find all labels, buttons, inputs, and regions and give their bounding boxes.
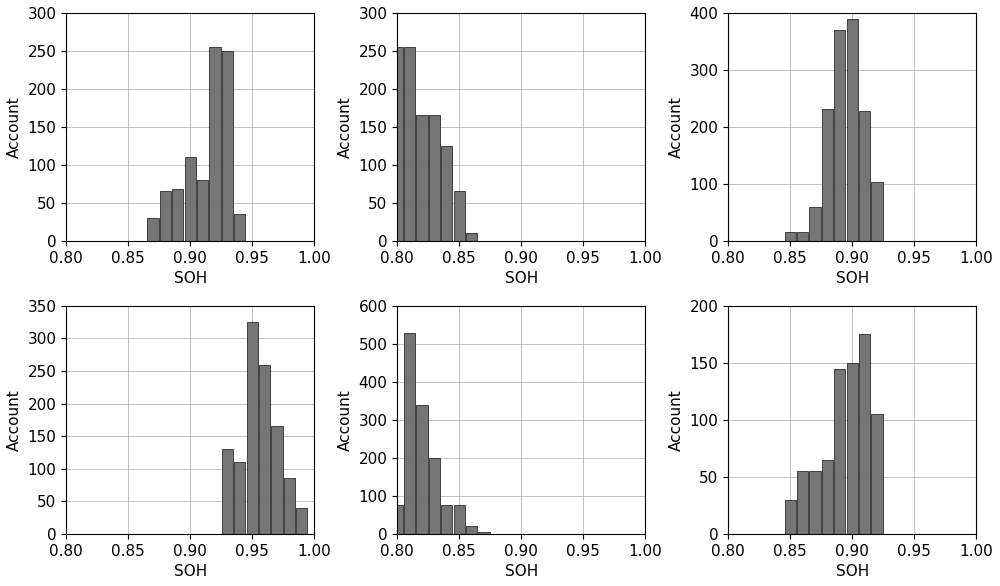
X-axis label: SOH: SOH	[174, 271, 207, 286]
Bar	[466, 233, 477, 241]
Bar	[404, 47, 415, 241]
Bar	[859, 335, 870, 534]
Bar	[834, 30, 845, 241]
Bar	[259, 364, 270, 534]
Bar	[441, 146, 452, 241]
Y-axis label: Account: Account	[338, 389, 353, 451]
X-axis label: SOH: SOH	[836, 564, 869, 579]
X-axis label: SOH: SOH	[505, 564, 538, 579]
Bar	[222, 449, 233, 534]
Bar	[222, 51, 233, 241]
Bar	[296, 507, 307, 534]
Bar	[454, 192, 465, 241]
Bar	[822, 460, 833, 534]
Bar	[247, 322, 258, 534]
Bar	[785, 500, 796, 534]
Bar	[847, 363, 858, 534]
Bar	[392, 47, 403, 241]
Bar	[416, 115, 428, 241]
Bar	[392, 505, 403, 534]
Bar	[416, 405, 428, 534]
Y-axis label: Account: Account	[669, 389, 684, 451]
Bar	[834, 369, 845, 534]
Bar	[785, 232, 796, 241]
Y-axis label: Account: Account	[7, 96, 22, 158]
Bar	[429, 115, 440, 241]
Bar	[147, 218, 159, 241]
Bar	[209, 47, 221, 241]
X-axis label: SOH: SOH	[836, 271, 869, 286]
Bar	[185, 157, 196, 241]
Bar	[859, 111, 870, 241]
Y-axis label: Account: Account	[7, 389, 22, 451]
Bar	[822, 108, 833, 241]
Bar	[809, 207, 821, 241]
Bar	[478, 532, 490, 534]
Bar	[797, 471, 808, 534]
Bar	[234, 214, 245, 241]
Bar	[404, 332, 415, 534]
Bar	[847, 19, 858, 241]
Bar	[197, 180, 208, 241]
Bar	[871, 182, 883, 241]
Bar	[429, 458, 440, 534]
X-axis label: SOH: SOH	[505, 271, 538, 286]
Bar	[797, 232, 808, 241]
Bar	[234, 462, 245, 534]
Bar	[271, 427, 283, 534]
Y-axis label: Account: Account	[669, 96, 684, 158]
Bar	[809, 471, 821, 534]
Bar	[466, 526, 477, 534]
Bar	[172, 189, 183, 241]
Y-axis label: Account: Account	[338, 96, 353, 158]
Bar	[441, 505, 452, 534]
Bar	[871, 414, 883, 534]
Bar	[284, 478, 295, 534]
Bar	[160, 192, 171, 241]
Bar	[454, 505, 465, 534]
X-axis label: SOH: SOH	[174, 564, 207, 579]
